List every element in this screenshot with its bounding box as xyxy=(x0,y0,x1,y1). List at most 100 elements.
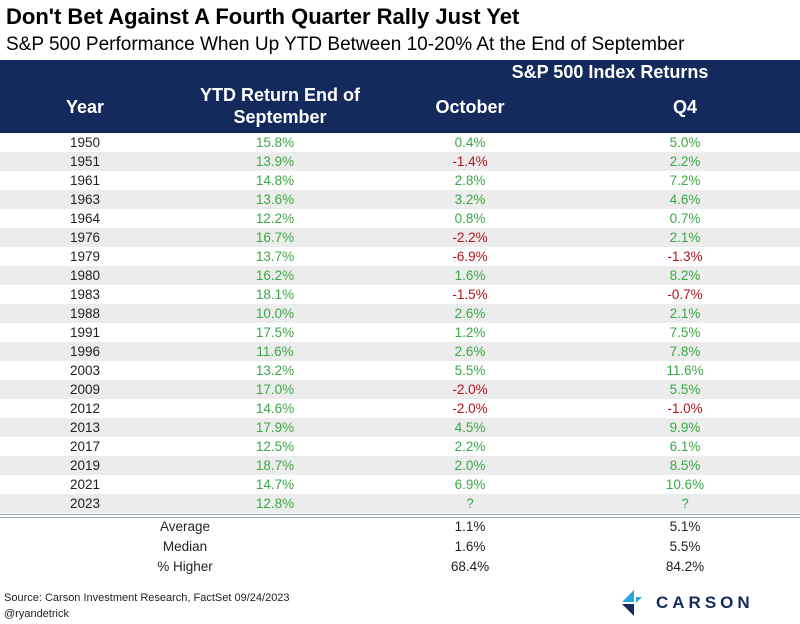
october-cell: -1.4% xyxy=(452,154,488,169)
ytd-cell: 13.9% xyxy=(255,154,295,169)
year-cell: 1983 xyxy=(69,287,101,302)
ytd-cell: 18.7% xyxy=(255,458,295,473)
october-cell: 5.5% xyxy=(454,363,486,378)
table-row: 1996 11.6% 2.6% 7.8% xyxy=(0,342,800,361)
october-cell: 2.0% xyxy=(454,458,486,473)
q4-cell: 0.7% xyxy=(669,211,701,226)
year-cell: 1996 xyxy=(69,344,101,359)
october-cell: ? xyxy=(466,496,474,511)
table-row: 1961 14.8% 2.8% 7.2% xyxy=(0,171,800,190)
summary-q4: 84.2% xyxy=(665,559,705,574)
page-title: Don't Bet Against A Fourth Quarter Rally… xyxy=(6,4,520,29)
ytd-cell: 16.7% xyxy=(255,230,295,245)
ytd-cell: 12.8% xyxy=(255,496,295,511)
q4-cell: 2.1% xyxy=(669,230,701,245)
october-cell: 2.2% xyxy=(454,439,486,454)
year-cell: 1991 xyxy=(69,325,101,340)
header-group-label: S&P 500 Index Returns xyxy=(511,62,709,82)
table-row: 1979 13.7% -6.9% -1.3% xyxy=(0,247,800,266)
year-cell: 1963 xyxy=(69,192,101,207)
header-ytd: YTD Return End of September xyxy=(200,85,360,127)
table-row: 1950 15.8% 0.4% 5.0% xyxy=(0,133,800,152)
ytd-cell: 17.5% xyxy=(255,325,295,340)
ytd-cell: 14.7% xyxy=(255,477,295,492)
year-cell: 1951 xyxy=(69,154,101,169)
q4-cell: 8.2% xyxy=(669,268,701,283)
october-cell: 1.6% xyxy=(454,268,486,283)
summary-row: Average 1.1% 5.1% xyxy=(0,517,800,537)
source-note: Source: Carson Investment Research, Fact… xyxy=(4,592,290,604)
table-row: 2013 17.9% 4.5% 9.9% xyxy=(0,418,800,437)
q4-cell: 9.9% xyxy=(669,420,701,435)
table-row: 2019 18.7% 2.0% 8.5% xyxy=(0,456,800,475)
summary-october: 1.6% xyxy=(454,539,486,554)
header-october: October xyxy=(435,97,505,117)
october-cell: -2.0% xyxy=(452,382,488,397)
table-row: 2012 14.6% -2.0% -1.0% xyxy=(0,399,800,418)
ytd-cell: 18.1% xyxy=(255,287,295,302)
october-cell: -2.2% xyxy=(452,230,488,245)
table-row: 1988 10.0% 2.6% 2.1% xyxy=(0,304,800,323)
q4-cell: -0.7% xyxy=(667,287,703,302)
year-cell: 2012 xyxy=(69,401,101,416)
carson-chevron-icon xyxy=(622,590,642,616)
year-cell: 1964 xyxy=(69,211,101,226)
q4-cell: 11.6% xyxy=(666,363,704,378)
summary-divider xyxy=(0,514,800,518)
october-cell: -6.9% xyxy=(452,249,488,264)
summary-q4: 5.5% xyxy=(669,539,701,554)
year-cell: 2003 xyxy=(69,363,101,378)
ytd-cell: 14.8% xyxy=(255,173,295,188)
year-cell: 2013 xyxy=(69,420,101,435)
author-handle: @ryandetrick xyxy=(4,608,69,620)
year-cell: 2019 xyxy=(69,458,101,473)
table-header: S&P 500 Index Returns Year YTD Return En… xyxy=(0,60,800,133)
summary-table: Average 1.1% 5.1% Median 1.6% 5.5% % Higher 68.… xyxy=(0,517,800,577)
ytd-cell: 17.0% xyxy=(255,382,295,397)
october-cell: 3.2% xyxy=(454,192,486,207)
year-cell: 2023 xyxy=(69,496,101,511)
table-row: 1964 12.2% 0.8% 0.7% xyxy=(0,209,800,228)
year-cell: 1961 xyxy=(69,173,101,188)
october-cell: 4.5% xyxy=(454,420,486,435)
q4-cell: 2.2% xyxy=(669,154,701,169)
ytd-cell: 11.6% xyxy=(256,344,294,359)
table-row: 2009 17.0% -2.0% 5.5% xyxy=(0,380,800,399)
table-row: 1991 17.5% 1.2% 7.5% xyxy=(0,323,800,342)
summary-october: 1.1% xyxy=(454,519,486,534)
ytd-cell: 14.6% xyxy=(255,401,295,416)
year-cell: 1980 xyxy=(69,268,101,283)
october-cell: 2.6% xyxy=(454,344,486,359)
summary-october: 68.4% xyxy=(450,559,490,574)
logo-wordmark: CARSON xyxy=(656,593,754,612)
q4-cell: -1.3% xyxy=(667,249,703,264)
table-row: 2021 14.7% 6.9% 10.6% xyxy=(0,475,800,494)
page-subtitle: S&P 500 Performance When Up YTD Between … xyxy=(6,34,685,55)
q4-cell: 8.5% xyxy=(669,458,701,473)
summary-label: % Higher xyxy=(157,559,213,574)
q4-cell: 7.2% xyxy=(669,173,701,188)
ytd-cell: 12.2% xyxy=(255,211,295,226)
q4-cell: -1.0% xyxy=(667,401,703,416)
table-row: 1963 13.6% 3.2% 4.6% xyxy=(0,190,800,209)
table-row: 1976 16.7% -2.2% 2.1% xyxy=(0,228,800,247)
ytd-cell: 13.6% xyxy=(255,192,295,207)
table-row: 2023 12.8%?? xyxy=(0,494,800,513)
table-row: 1980 16.2% 1.6% 8.2% xyxy=(0,266,800,285)
october-cell: 0.8% xyxy=(454,211,486,226)
ytd-cell: 13.2% xyxy=(255,363,295,378)
header-q4: Q4 xyxy=(672,97,697,117)
q4-cell: 4.6% xyxy=(669,192,701,207)
year-cell: 2021 xyxy=(69,477,101,492)
table-row: 2017 12.5% 2.2% 6.1% xyxy=(0,437,800,456)
q4-cell: 6.1% xyxy=(669,439,701,454)
october-cell: -1.5% xyxy=(452,287,488,302)
ytd-cell: 12.5% xyxy=(255,439,295,454)
october-cell: -2.0% xyxy=(452,401,488,416)
year-cell: 1950 xyxy=(69,135,101,150)
header-year: Year xyxy=(65,97,105,117)
q4-cell: 7.5% xyxy=(669,325,701,340)
year-cell: 2009 xyxy=(69,382,101,397)
table-row: 1951 13.9% -1.4% 2.2% xyxy=(0,152,800,171)
q4-cell: 2.1% xyxy=(669,306,701,321)
